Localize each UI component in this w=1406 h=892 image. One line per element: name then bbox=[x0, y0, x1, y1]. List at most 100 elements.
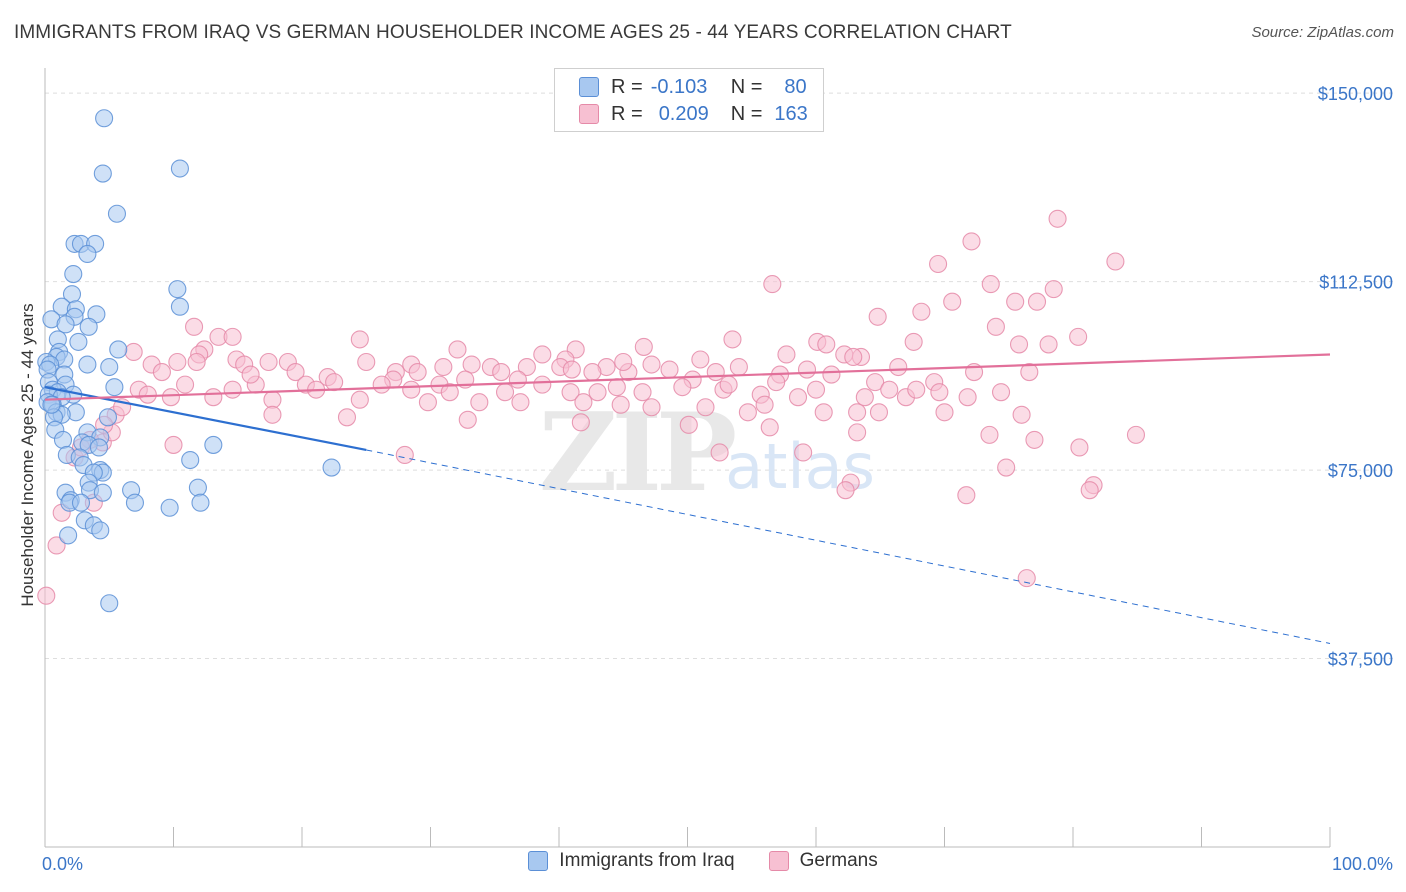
german-point bbox=[164, 435, 183, 454]
series-legend: Immigrants from Iraq Germans bbox=[0, 850, 1406, 872]
iraq-point bbox=[91, 521, 110, 540]
legend-label-germans: Germans bbox=[799, 850, 878, 871]
german-point bbox=[263, 405, 282, 424]
german-point bbox=[673, 378, 692, 397]
german-point bbox=[755, 395, 774, 414]
german-point bbox=[679, 415, 698, 434]
german-point bbox=[223, 327, 242, 346]
german-point bbox=[943, 292, 962, 311]
iraq-point bbox=[78, 244, 97, 264]
legend-r-value: -0.103 bbox=[650, 75, 708, 98]
german-point bbox=[511, 393, 530, 412]
iraq-point bbox=[170, 159, 189, 178]
iraq-point bbox=[79, 317, 98, 336]
iraq-point bbox=[181, 450, 200, 470]
german-point bbox=[571, 413, 590, 432]
iraq-point bbox=[105, 378, 124, 397]
german-point bbox=[822, 365, 841, 384]
iraq-point bbox=[59, 526, 78, 545]
german-point bbox=[962, 232, 981, 251]
german-point bbox=[691, 350, 710, 369]
german-point bbox=[1048, 209, 1067, 228]
german-point bbox=[980, 425, 999, 444]
german-point bbox=[929, 254, 948, 274]
iraq-point bbox=[204, 435, 223, 454]
german-point bbox=[1012, 405, 1031, 424]
german-point bbox=[1027, 292, 1047, 311]
german-point bbox=[904, 332, 923, 351]
german-point bbox=[561, 383, 580, 402]
chart-title: IMMIGRANTS FROM IRAQ VS GERMAN HOUSEHOLD… bbox=[14, 22, 1012, 43]
y-tick-label: $150,000 bbox=[1318, 84, 1393, 104]
german-point bbox=[642, 398, 661, 417]
german-point bbox=[462, 355, 481, 374]
german-point bbox=[706, 363, 725, 382]
iraq-point bbox=[160, 498, 179, 517]
german-point bbox=[738, 403, 757, 422]
german-point bbox=[418, 393, 437, 412]
iraq-point bbox=[100, 357, 119, 377]
german-point bbox=[47, 536, 66, 555]
y-tick-label: $112,500 bbox=[1319, 273, 1393, 293]
german-point bbox=[1025, 430, 1044, 449]
german-point bbox=[533, 375, 552, 394]
german-point bbox=[633, 383, 652, 402]
german-point bbox=[1080, 481, 1099, 500]
iraq-point bbox=[125, 493, 144, 512]
german-point bbox=[814, 403, 833, 422]
legend-n-value: 80 bbox=[784, 75, 807, 98]
german-point bbox=[223, 380, 242, 399]
iraq-trend-extension bbox=[366, 449, 1331, 644]
german-point bbox=[286, 363, 305, 382]
legend-item-iraq[interactable]: Immigrants from Iraq bbox=[528, 850, 735, 872]
german-point bbox=[152, 363, 171, 382]
legend-r-value: 0.209 bbox=[658, 102, 709, 125]
german-point bbox=[350, 390, 369, 409]
german-point bbox=[408, 363, 427, 382]
german-point bbox=[448, 340, 467, 359]
german-point bbox=[760, 418, 779, 437]
iraq-point bbox=[168, 280, 187, 299]
german-point bbox=[562, 360, 581, 379]
german-point bbox=[1009, 335, 1029, 354]
iraq-point bbox=[188, 478, 207, 497]
german-point bbox=[981, 275, 1000, 294]
legend-item-germans[interactable]: Germans bbox=[768, 850, 878, 872]
iraq-point bbox=[93, 164, 112, 183]
german-point bbox=[372, 375, 391, 394]
german-point bbox=[848, 403, 867, 422]
german-point bbox=[517, 357, 536, 377]
german-point bbox=[794, 443, 813, 462]
german-point bbox=[588, 383, 607, 402]
german-point bbox=[907, 380, 926, 399]
stats-legend: R = -0.103 N = 80 R = 0.209 N = 163 bbox=[554, 68, 824, 132]
iraq-swatch bbox=[579, 77, 599, 97]
german-point bbox=[866, 373, 885, 392]
german-point bbox=[138, 385, 157, 404]
legend-r-label: R = bbox=[611, 102, 643, 125]
german-point bbox=[241, 365, 260, 384]
german-point bbox=[763, 275, 782, 294]
german-point bbox=[583, 363, 602, 382]
legend-label-iraq: Immigrants from Iraq bbox=[559, 850, 735, 871]
german-point bbox=[611, 395, 630, 414]
iraq-point bbox=[56, 315, 75, 334]
germans-legend-swatch bbox=[768, 851, 789, 871]
german-point bbox=[204, 388, 223, 407]
german-point bbox=[614, 352, 633, 372]
german-point bbox=[767, 373, 786, 392]
source-label: Source: ZipAtlas.com bbox=[1251, 24, 1394, 41]
german-point bbox=[880, 380, 899, 399]
german-point bbox=[263, 390, 282, 409]
german-point bbox=[868, 307, 887, 326]
german-point bbox=[434, 357, 453, 377]
iraq-point bbox=[69, 332, 88, 351]
iraq-point bbox=[191, 493, 210, 512]
german-point bbox=[1106, 252, 1125, 271]
iraq-point bbox=[100, 594, 119, 613]
iraq-point bbox=[71, 493, 91, 512]
german-point bbox=[817, 335, 836, 354]
german-point bbox=[642, 355, 661, 374]
german-point bbox=[848, 423, 867, 442]
